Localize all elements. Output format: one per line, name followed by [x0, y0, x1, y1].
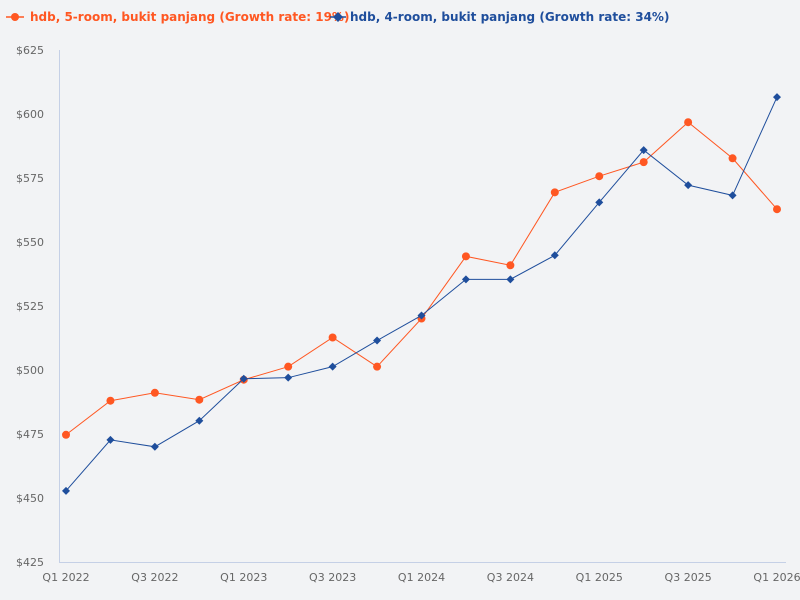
y-tick-label: $575 [16, 172, 44, 185]
data-point[interactable] [506, 275, 515, 284]
x-tick-label: Q3 2022 [131, 571, 178, 584]
data-point[interactable] [417, 311, 426, 320]
legend-marker-circle [11, 13, 19, 21]
data-point[interactable] [373, 336, 382, 345]
data-point[interactable] [506, 261, 515, 270]
series-line [65, 121, 778, 436]
x-tick-label: Q1 2026 [753, 571, 800, 584]
data-point[interactable] [195, 416, 204, 425]
data-point[interactable] [62, 430, 70, 439]
y-tick-label: $600 [16, 108, 44, 121]
x-tick-label: Q1 2024 [398, 571, 445, 584]
data-point[interactable] [728, 154, 737, 163]
data-point[interactable] [62, 486, 70, 495]
legend-label: hdb, 4-room, bukit panjang (Growth rate:… [350, 10, 669, 24]
data-point[interactable] [328, 333, 337, 342]
y-tick-label: $550 [16, 236, 44, 249]
data-point[interactable] [550, 251, 559, 260]
data-point[interactable] [150, 388, 159, 397]
y-tick-label: $625 [16, 44, 44, 57]
x-tick-label: Q1 2023 [220, 571, 267, 584]
data-point[interactable] [461, 275, 470, 284]
data-point[interactable] [106, 435, 115, 444]
data-point[interactable] [728, 191, 737, 200]
legend-item-5-room[interactable]: hdb, 5-room, bukit panjang (Growth rate:… [6, 10, 349, 24]
x-tick-label: Q3 2023 [309, 571, 356, 584]
data-point[interactable] [106, 396, 115, 405]
data-point[interactable] [373, 362, 382, 371]
y-tick-label: $450 [16, 492, 44, 505]
x-axis-ticks: Q1 2022 Q3 2022 Q1 2023 Q3 2023 Q1 2024 Q3 20… [42, 571, 800, 584]
data-point[interactable] [773, 93, 781, 102]
data-point[interactable] [328, 362, 337, 371]
data-point[interactable] [639, 146, 648, 155]
data-point[interactable] [639, 158, 648, 167]
data-point[interactable] [684, 118, 693, 127]
data-point[interactable] [284, 362, 293, 371]
data-point[interactable] [684, 181, 693, 190]
data-point[interactable] [284, 373, 293, 382]
y-tick-label: $475 [16, 428, 44, 441]
data-point[interactable] [595, 172, 604, 181]
data-point[interactable] [461, 252, 470, 261]
y-axis-ticks: $425 $450 $475 $500 $525 $550 $575 $600 $625 [16, 44, 44, 569]
series-line [65, 96, 778, 492]
data-point[interactable] [195, 395, 204, 404]
y-tick-label: $500 [16, 364, 44, 377]
data-point[interactable] [550, 188, 559, 197]
data-point[interactable] [773, 205, 781, 214]
series-group [62, 93, 781, 495]
legend: hdb, 5-room, bukit panjang (Growth rate:… [6, 10, 669, 24]
data-point[interactable] [150, 442, 159, 451]
series-0 [62, 118, 781, 439]
y-tick-label: $425 [16, 556, 44, 569]
x-tick-label: Q1 2022 [42, 571, 89, 584]
data-point[interactable] [595, 198, 604, 207]
series-1 [62, 93, 781, 495]
legend-item-4-room[interactable]: hdb, 4-room, bukit panjang (Growth rate:… [330, 10, 669, 24]
x-tick-label: Q3 2024 [487, 571, 534, 584]
legend-label: hdb, 5-room, bukit panjang (Growth rate:… [30, 10, 349, 24]
x-tick-label: Q1 2025 [576, 571, 623, 584]
x-tick-label: Q3 2025 [665, 571, 712, 584]
data-point[interactable] [239, 374, 248, 383]
y-tick-label: $525 [16, 300, 44, 313]
legend-marker-diamond [333, 12, 343, 22]
